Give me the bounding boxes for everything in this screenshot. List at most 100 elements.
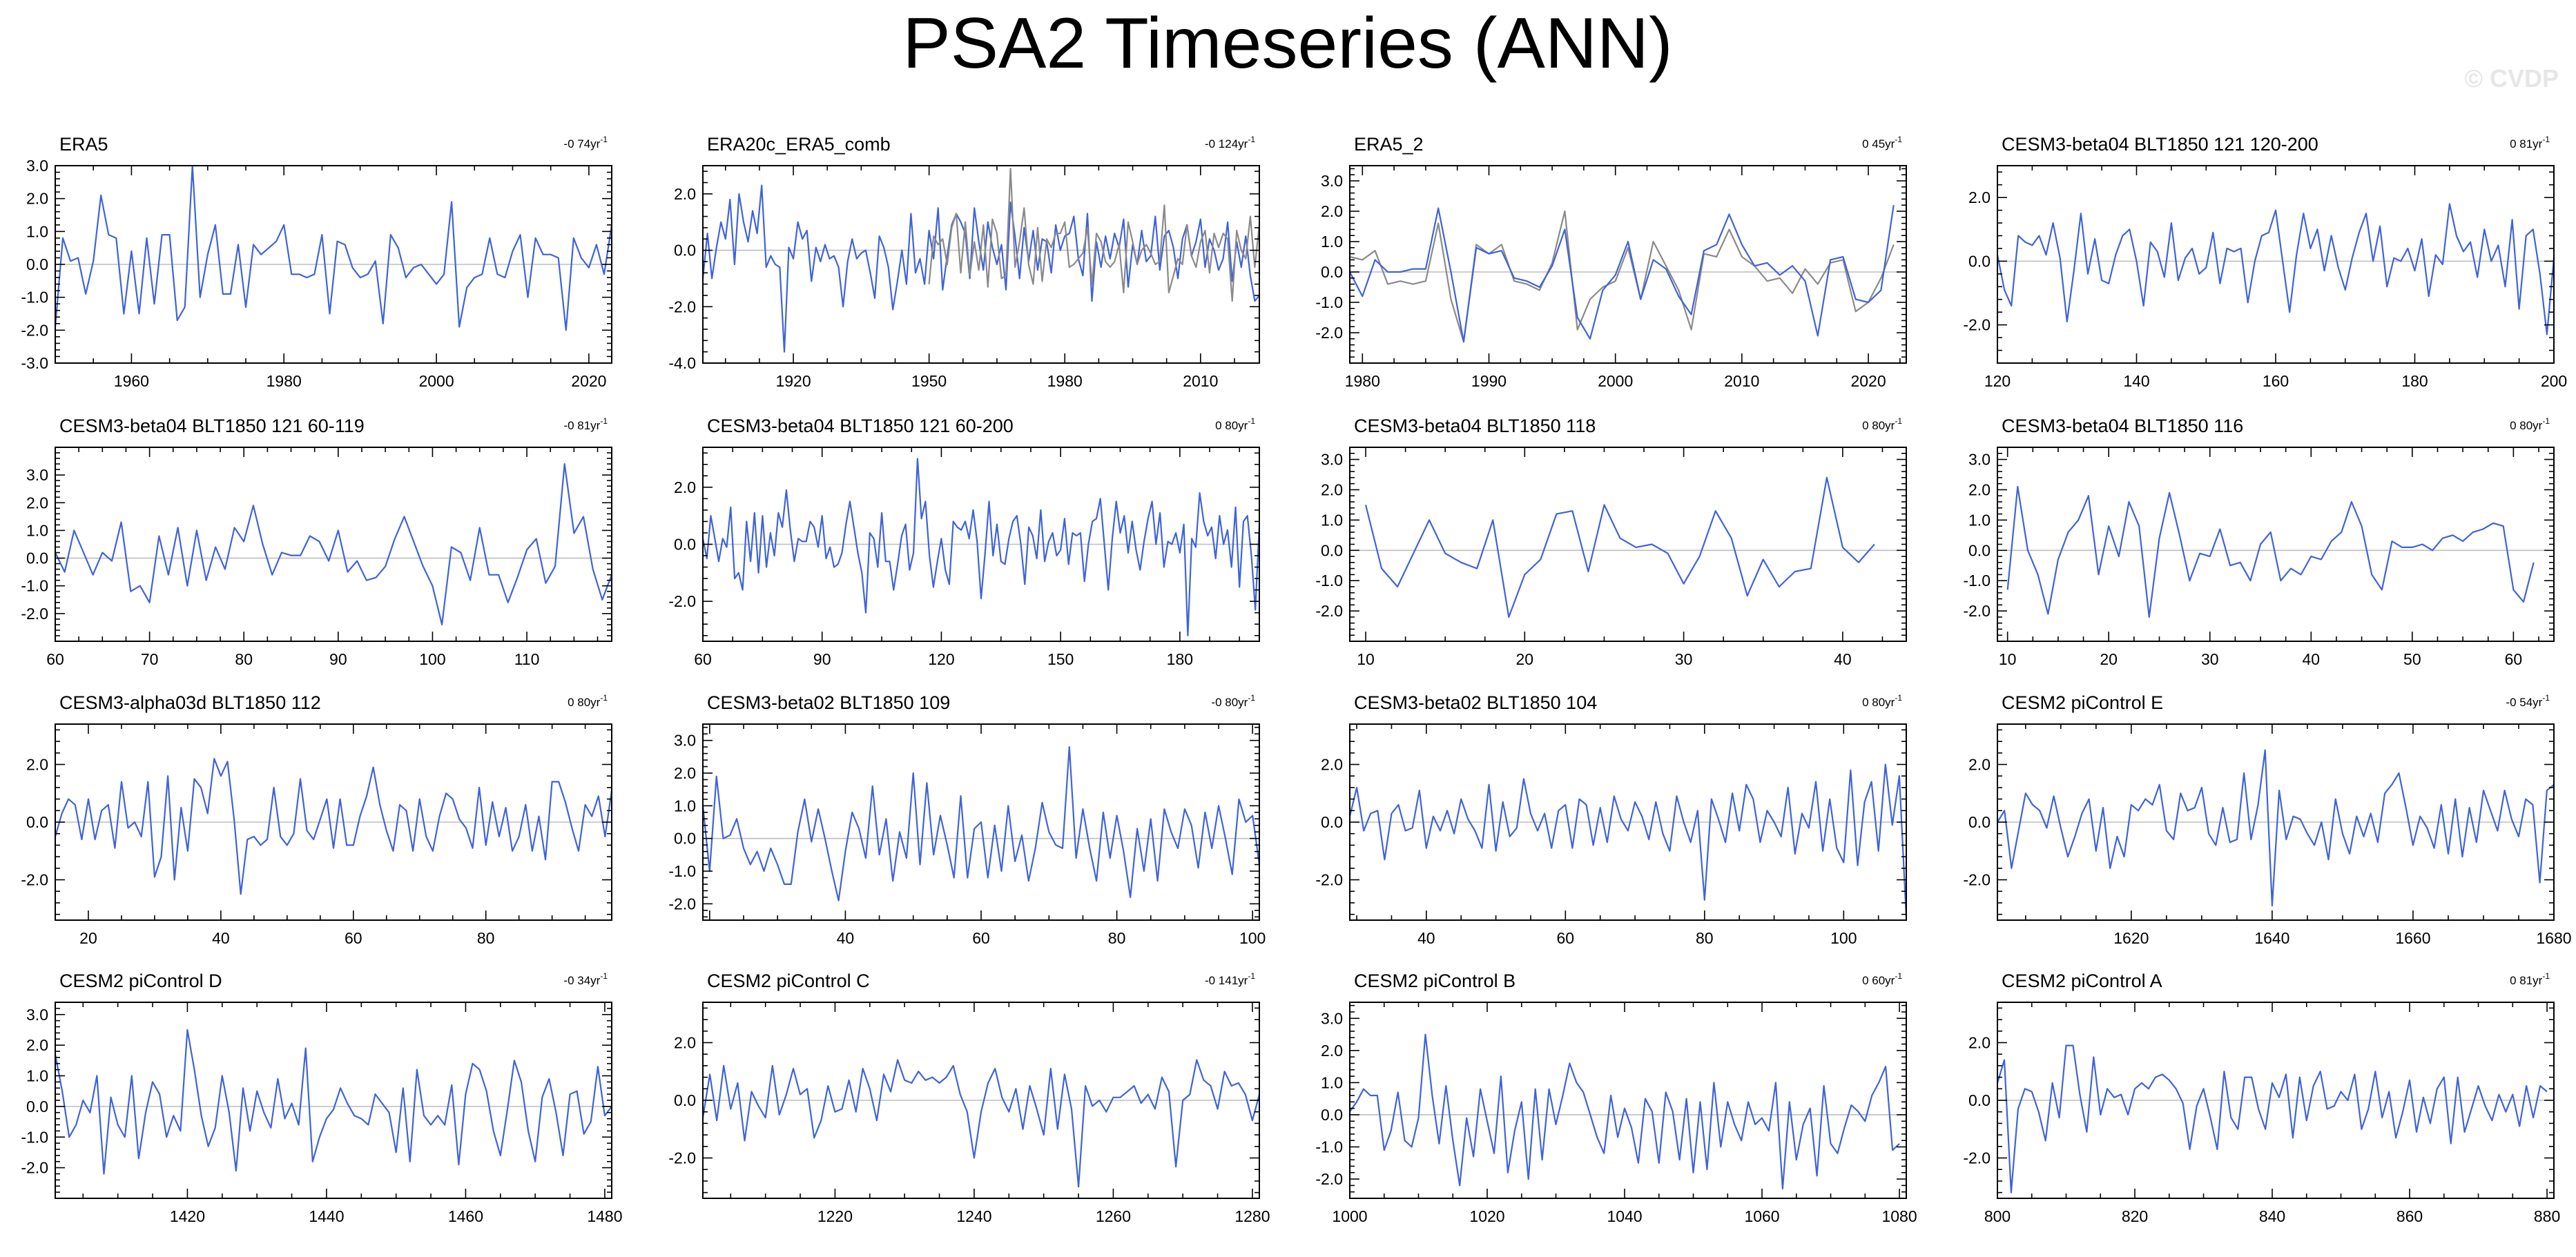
- y-tick-label: 2.0: [26, 190, 48, 208]
- trend-exponent: -1: [600, 971, 608, 981]
- x-tick-label: 1480: [587, 1207, 622, 1225]
- trend-unit: yr: [1238, 696, 1248, 709]
- series-line-comb: [701, 184, 1260, 353]
- trend-label: -0 141yr-1: [1205, 971, 1255, 987]
- y-tick-label: -1.0: [1315, 572, 1343, 589]
- y-tick-label: 2.0: [1321, 755, 1343, 773]
- y-tick-label: 0.0: [1968, 252, 1991, 270]
- trend-unit: yr: [1885, 419, 1895, 432]
- y-tick-label: 0.0: [1321, 541, 1343, 559]
- panel-6: CESM3-beta04 BLT1850 118 0 80yr-1 10 20 30 40…: [1315, 416, 1907, 668]
- y-tick-label: -2.0: [1963, 316, 1991, 334]
- cvdp-watermark: © CVDP: [2464, 64, 2559, 92]
- x-tick-label: 1990: [1471, 372, 1507, 390]
- trend-exponent: -1: [2542, 693, 2550, 703]
- trend-unit: yr: [2533, 696, 2543, 709]
- y-tick-label: -2.0: [668, 592, 696, 610]
- series-line-s: [1349, 1033, 1900, 1190]
- trend-exponent: -1: [1895, 693, 1902, 703]
- x-tick-label: 1680: [2536, 929, 2571, 947]
- series-line-s: [54, 1029, 612, 1175]
- y-tick-label: 0.0: [26, 549, 48, 567]
- x-tick-label: 20: [79, 929, 97, 947]
- trend-unit: yr: [2533, 419, 2543, 432]
- trend-value: -0 124: [1205, 137, 1238, 150]
- x-tick-label: 110: [514, 650, 540, 668]
- y-tick-label: -2.0: [1315, 602, 1343, 620]
- y-tick-label: -1.0: [21, 289, 48, 306]
- trend-value: 0 80: [1862, 419, 1885, 432]
- trend-label: 0 80yr-1: [2510, 416, 2550, 432]
- trend-value: 0 80: [1862, 696, 1885, 709]
- trend-exponent: -1: [1895, 135, 1902, 144]
- y-tick-label: 2.0: [1968, 480, 1991, 498]
- x-tick-label: 40: [837, 929, 855, 947]
- x-tick-label: 180: [2401, 372, 2428, 390]
- panel-14: CESM2 piControl B 0 60yr-1 1000 1020 1040 106…: [1315, 971, 1917, 1225]
- y-tick-label: -2.0: [1963, 1149, 1991, 1167]
- trend-label: 0 80yr-1: [1862, 416, 1902, 432]
- trend-exponent: -1: [1895, 416, 1902, 426]
- panel-1: ERA20c_ERA5_comb -0 124yr-1 1920 1950 1980 20…: [668, 134, 1261, 390]
- x-tick-label: 1040: [1607, 1207, 1642, 1225]
- panel-title: CESM2 piControl C: [707, 971, 870, 991]
- x-tick-label: 90: [813, 650, 831, 668]
- y-tick-label: 2.0: [26, 755, 48, 773]
- y-tick-label: -1.0: [668, 862, 696, 880]
- trend-value: 0 80: [568, 696, 590, 709]
- y-tick-label: -2.0: [21, 321, 48, 339]
- y-tick-label: 0.0: [674, 830, 696, 848]
- y-tick-label: 2.0: [1968, 755, 1991, 773]
- x-tick-label: 1960: [114, 372, 149, 390]
- trend-value: 0 45: [1862, 137, 1885, 150]
- y-tick-label: -2.0: [21, 605, 48, 623]
- x-tick-label: 2010: [1724, 372, 1759, 390]
- series-line-ERA5: [54, 164, 613, 331]
- y-tick-label: 1.0: [26, 222, 48, 240]
- plot-frame: [702, 165, 1260, 364]
- trend-value: 0 80: [2510, 419, 2533, 432]
- x-tick-label: 1920: [775, 372, 811, 390]
- y-tick-label: -1.0: [21, 1128, 48, 1146]
- x-tick-label: 90: [329, 650, 347, 668]
- y-tick-label: 3.0: [1968, 451, 1991, 469]
- trend-label: 0 80yr-1: [1215, 416, 1255, 432]
- x-tick-label: 70: [141, 650, 159, 668]
- x-tick-label: 1000: [1332, 1207, 1367, 1225]
- panel-7: CESM3-beta04 BLT1850 116 0 80yr-1 10 20 30 40…: [1963, 416, 2555, 668]
- panel-title: CESM3-beta04 BLT1850 121 60-200: [707, 416, 1014, 436]
- y-tick-label: -2.0: [1315, 871, 1343, 889]
- y-tick-label: 0.0: [674, 242, 696, 260]
- trend-unit: yr: [1238, 974, 1248, 987]
- y-tick-label: 0.0: [26, 1098, 48, 1115]
- trend-exponent: -1: [1248, 693, 1255, 703]
- panel-title: CESM2 piControl E: [2002, 692, 2163, 713]
- panel-15: CESM2 piControl A 0 81yr-1 800 820 840 860 880…: [1963, 971, 2560, 1225]
- trend-value: 0 81: [2510, 137, 2533, 150]
- y-tick-label: -2.0: [1315, 324, 1343, 342]
- x-tick-label: 120: [928, 650, 954, 668]
- y-tick-label: 2.0: [1321, 480, 1343, 498]
- x-tick-label: 1980: [1047, 372, 1083, 390]
- x-tick-label: 60: [46, 650, 64, 668]
- trend-unit: yr: [590, 974, 601, 987]
- x-tick-label: 1080: [1881, 1207, 1917, 1225]
- panel-title: CESM2 piControl B: [1354, 971, 1515, 991]
- series-line-s: [1996, 1044, 2548, 1193]
- x-tick-label: 820: [2122, 1207, 2148, 1225]
- x-tick-label: 100: [419, 650, 445, 668]
- trend-exponent: -1: [600, 693, 608, 703]
- trend-value: 0 60: [1862, 974, 1885, 987]
- x-tick-label: 1980: [267, 372, 302, 390]
- y-tick-label: 3.0: [1321, 1009, 1343, 1027]
- y-tick-label: 0.0: [1321, 263, 1343, 281]
- trend-exponent: -1: [1248, 135, 1255, 144]
- trend-value: -0 141: [1205, 974, 1238, 987]
- y-tick-label: 1.0: [1321, 1073, 1343, 1091]
- x-tick-label: 30: [1675, 650, 1693, 668]
- series-line-s: [55, 462, 613, 626]
- x-tick-label: 60: [2505, 650, 2523, 668]
- y-tick-label: -2.0: [21, 871, 48, 889]
- x-tick-label: 2010: [1183, 372, 1218, 390]
